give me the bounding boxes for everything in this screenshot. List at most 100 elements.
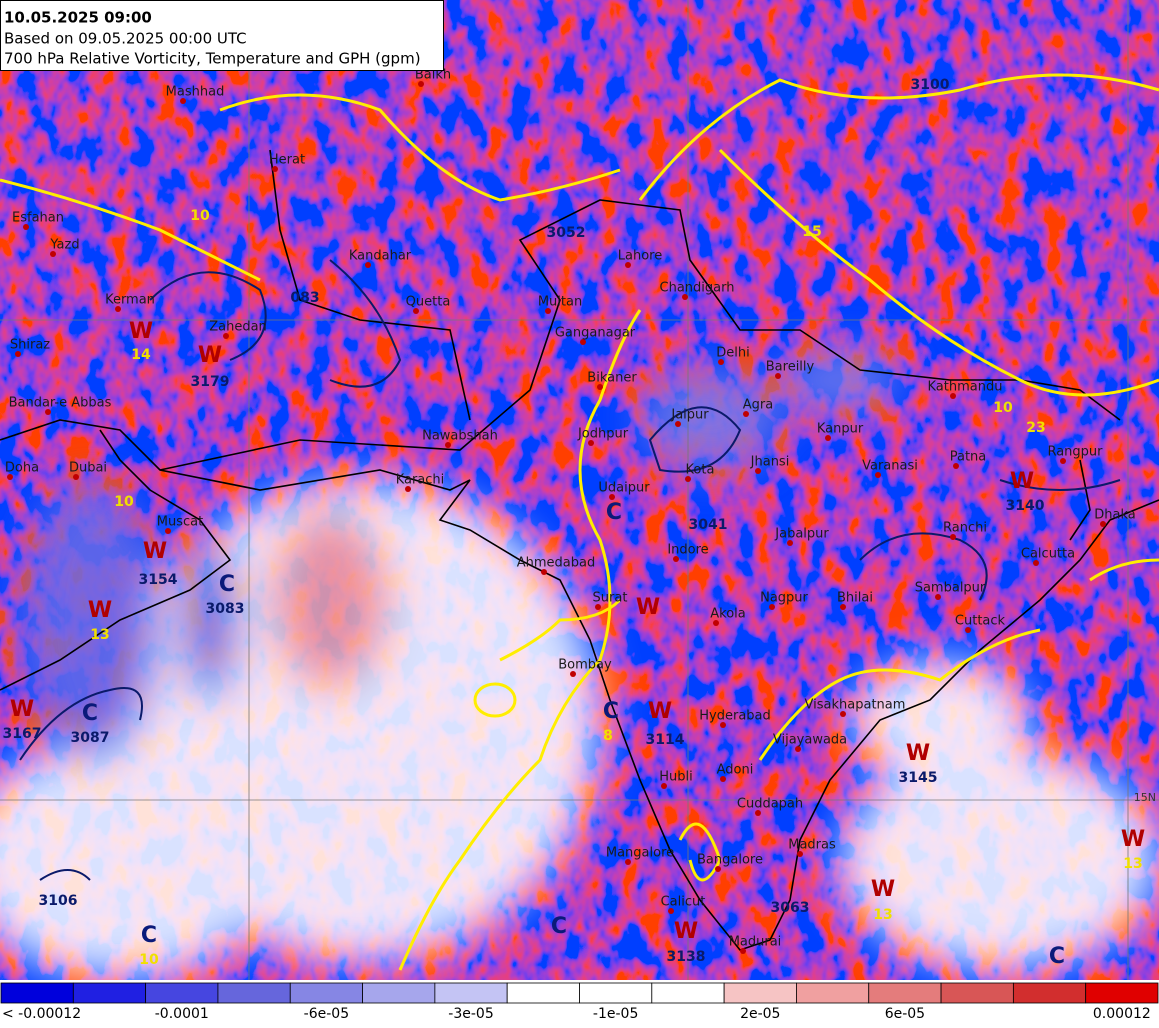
city-label: Ranchi — [943, 521, 987, 536]
colorbar-segment — [145, 982, 219, 1004]
temperature-label: 10 — [190, 208, 210, 224]
colorbar-label: -3e-05 — [448, 1006, 493, 1022]
pressure-system: W — [129, 319, 153, 344]
city-label: Quetta — [406, 295, 451, 310]
city-label: Cuttack — [955, 614, 1006, 629]
gph-label: 3087 — [71, 730, 110, 746]
city-label: Herat — [269, 153, 305, 168]
pressure-system: C — [551, 914, 567, 939]
city-dot — [609, 494, 615, 500]
city-dot — [668, 908, 674, 914]
city-label: Sambalpur — [915, 581, 986, 596]
city-label: Calicut — [661, 895, 706, 910]
city-dot — [541, 569, 547, 575]
city-dot — [570, 671, 576, 677]
temperature-label: 23 — [1026, 420, 1045, 436]
pressure-system: C — [603, 699, 619, 724]
pressure-system: C — [1049, 944, 1065, 969]
city-dot — [840, 604, 846, 610]
city-dot — [673, 556, 679, 562]
city-label: Mangalore — [606, 846, 674, 861]
city-label: Ahmedabad — [517, 556, 595, 571]
colorbar-segment — [868, 982, 942, 1004]
pressure-system: W — [871, 877, 895, 902]
timestamp: 10.05.2025 09:00 — [4, 9, 152, 27]
city-dot — [755, 468, 761, 474]
gph-label: 3114 — [646, 732, 685, 748]
city-dot — [1100, 521, 1106, 527]
city-label: Bandar-e Abbas — [9, 396, 112, 411]
city-label: Chandigarh — [660, 281, 735, 296]
city-dot — [23, 224, 29, 230]
city-label: Karachi — [396, 473, 445, 488]
city-dot — [180, 98, 186, 104]
city-dot — [661, 783, 667, 789]
colorbar: < -0.00012 -0.0001 -6e-05 -3e-05 -1e-05 2e-05… — [0, 980, 1159, 1024]
pressure-system: W — [636, 595, 660, 620]
colorbar-label: 0.00012 — [1093, 1006, 1151, 1022]
colorbar-label: -1e-05 — [593, 1006, 638, 1022]
city-label: Multan — [538, 295, 582, 310]
colorbar-segment — [796, 982, 870, 1004]
gph-label: 3063 — [771, 900, 810, 916]
city-dot — [720, 722, 726, 728]
city-dot — [715, 866, 721, 872]
colorbar-segment — [362, 982, 436, 1004]
colorbar-label: 2e-05 — [740, 1006, 780, 1022]
temperature-label: 13 — [90, 627, 109, 643]
gph-label: 3140 — [1006, 498, 1045, 514]
colorbar-segment — [723, 982, 797, 1004]
city-dot — [755, 810, 761, 816]
run-info: Based on 09.05.2025 00:00 UTC — [4, 30, 247, 48]
city-dot — [1060, 458, 1066, 464]
city-dot — [840, 711, 846, 717]
city-label: Kandahar — [349, 249, 412, 264]
city-label: Patna — [950, 450, 987, 465]
colorbar-segment — [217, 982, 291, 1004]
city-label: Esfahan — [12, 211, 64, 226]
gph-label: 3167 — [3, 726, 42, 742]
city-dot — [1033, 560, 1039, 566]
city-dot — [743, 411, 749, 417]
city-dot — [445, 442, 451, 448]
city-label: Madras — [788, 838, 836, 853]
city-label: Agra — [743, 398, 773, 413]
city-dot — [795, 746, 801, 752]
city-label: Delhi — [716, 346, 749, 361]
gph-label: 3083 — [206, 601, 245, 617]
city-label: Shiraz — [10, 338, 50, 353]
city-label: Balkh — [415, 68, 451, 83]
gph-label: 083 — [290, 290, 319, 306]
gph-label: 3138 — [667, 949, 706, 965]
temperature-label: 10 — [139, 952, 159, 968]
city-dot — [165, 528, 171, 534]
city-label: Hyderabad — [699, 709, 771, 724]
city-label: Hubli — [659, 770, 693, 785]
colorbar-label: -6e-05 — [304, 1006, 349, 1022]
city-label: Calcutta — [1021, 547, 1075, 562]
field-description: 700 hPa Relative Vorticity, Temperature … — [4, 50, 421, 68]
city-label: Lahore — [618, 249, 662, 264]
colorbar-segment — [1085, 982, 1159, 1004]
colorbar-label: < -0.00012 — [2, 1006, 81, 1022]
city-dot — [597, 384, 603, 390]
pressure-system: W — [674, 919, 698, 944]
city-dot — [718, 359, 724, 365]
city-dot — [675, 421, 681, 427]
city-dot — [713, 620, 719, 626]
gph-label: 3041 — [689, 517, 728, 533]
city-dot — [45, 409, 51, 415]
city-dot — [685, 476, 691, 482]
latitude-label: 15N — [1134, 791, 1156, 804]
city-label: Kanpur — [817, 422, 864, 437]
borders — [0, 149, 1159, 951]
pressure-system: W — [143, 539, 167, 564]
city-dot — [50, 251, 56, 257]
city-dot — [825, 435, 831, 441]
city-label: Ganganagar — [555, 326, 636, 341]
city-label: Cuddapah — [737, 797, 803, 812]
vorticity-field — [0, 0, 1159, 980]
city-label: Jodhpur — [577, 427, 629, 442]
